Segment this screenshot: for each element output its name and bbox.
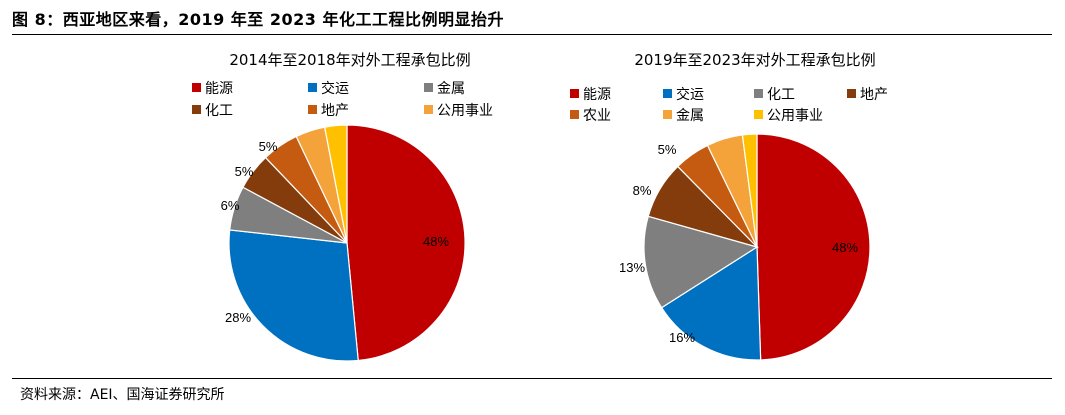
legend-swatch: [754, 89, 763, 98]
slice-data-label: 48%: [423, 234, 449, 249]
legend-label: 能源: [583, 87, 611, 103]
pie-slice-能源: [756, 133, 871, 361]
legend-label: 地产: [860, 87, 888, 103]
legend-item: 交运: [308, 80, 349, 98]
pie-slice-交运: [228, 229, 359, 362]
legend-swatch: [424, 83, 433, 92]
legend-item: 化工: [754, 86, 795, 104]
legend-swatch: [308, 105, 317, 114]
legend-label: 地产: [321, 103, 349, 119]
legend-item: 交运: [663, 86, 704, 104]
slice-data-label: 8%: [633, 183, 652, 198]
pie-slice-公用事业: [741, 133, 758, 248]
legend-item: 能源: [192, 80, 233, 98]
legend-label: 金属: [437, 81, 465, 97]
chart-2-title: 2019年至2023年对外工程承包比例: [634, 51, 876, 69]
chart-1-title: 2014年至2018年对外工程承包比例: [229, 51, 471, 69]
legend-item: 能源: [570, 86, 611, 104]
slice-data-label: 13%: [619, 260, 645, 275]
legend-swatch: [663, 89, 672, 98]
pie-slice-交运: [660, 245, 762, 361]
legend-item: 地产: [847, 86, 888, 104]
legend-label: 金属: [676, 108, 704, 124]
figure-title: 图 8：西亚地区来看，2019 年至 2023 年化工工程比例明显抬升: [12, 10, 504, 29]
legend-swatch: [192, 83, 201, 92]
legend-label: 化工: [205, 103, 233, 119]
legend-label: 公用事业: [767, 108, 823, 124]
legend-swatch: [847, 89, 856, 98]
legend-swatch: [192, 105, 201, 114]
legend-swatch: [308, 83, 317, 92]
legend-swatch: [663, 110, 672, 119]
slice-data-label: 5%: [658, 142, 677, 157]
slice-data-label: 28%: [225, 310, 251, 325]
legend-item: 地产: [308, 102, 349, 120]
pie-slice-能源: [346, 124, 466, 362]
legend-item: 金属: [663, 107, 704, 125]
slice-data-label: 5%: [259, 139, 278, 154]
legend-swatch: [570, 89, 579, 98]
legend-swatch: [754, 110, 763, 119]
legend-item: 农业: [570, 107, 611, 125]
legend-label: 交运: [676, 87, 704, 103]
legend-swatch: [570, 110, 579, 119]
legend-label: 交运: [321, 81, 349, 97]
legend-swatch: [424, 105, 433, 114]
slice-data-label: 5%: [235, 164, 254, 179]
legend-item: 金属: [424, 80, 465, 98]
legend-label: 农业: [583, 108, 611, 124]
top-rule: [12, 34, 1052, 35]
legend-item: 公用事业: [754, 107, 823, 125]
slice-data-label: 6%: [221, 198, 240, 213]
slice-data-label: 48%: [832, 240, 858, 255]
bottom-rule: [12, 378, 1052, 379]
legend-label: 公用事业: [437, 103, 493, 119]
legend-item: 化工: [192, 102, 233, 120]
source-note: 资料来源：AEI、国海证券研究所: [20, 387, 225, 403]
legend-item: 公用事业: [424, 102, 493, 120]
slice-data-label: 16%: [669, 330, 695, 345]
legend-label: 能源: [205, 81, 233, 97]
legend-label: 化工: [767, 87, 795, 103]
pie-slice-unlabeled: [323, 124, 348, 244]
